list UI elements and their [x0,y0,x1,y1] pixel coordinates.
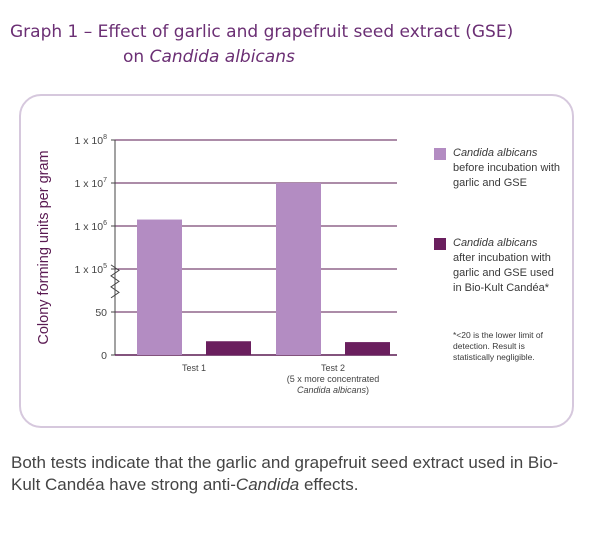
x-tick-sublabel-italic-text-2: Candida albicans [297,385,367,395]
caption-suffix: effects. [299,475,359,494]
legend-label-after: Candida albicans after incubation with g… [453,236,561,296]
title-line-2: on Candida albicans [10,45,513,70]
x-tick-label-1: Test 1 [182,363,206,373]
y-tick-label-4-base: 1 x 10 [74,178,103,190]
bar-after-2 [345,342,390,355]
caption: Both tests indicate that the garlic and … [11,452,571,496]
title-line-2-italic: Candida albicans [149,47,295,67]
y-tick-label-5-base: 1 x 10 [74,135,103,147]
x-tick-sublabel-suffix-2: ) [366,385,369,395]
y-tick-label-1-base: 50 [95,307,107,319]
legend-label-after-italic: Candida albicans [453,237,538,249]
x-tick-sublabel-2: (5 x more concentrated [287,374,380,384]
legend-swatch-after [434,238,446,250]
y-tick-label-2: 1 x 105 [74,263,107,276]
legend-label-before-rest: before incubation with garlic and GSE [453,162,561,189]
y-tick-label-4: 1 x 107 [74,177,107,190]
y-tick-label-3: 1 x 106 [74,220,107,233]
bar-before-1 [137,219,182,355]
x-tick-label-2: Test 2 [321,363,345,373]
legend-swatch-before [434,148,446,160]
y-tick-label-4-exponent: 7 [103,177,107,184]
y-tick-label-0: 0 [101,350,107,362]
legend-label-after-rest: after incubation with garlic and GSE use… [453,252,554,294]
y-tick-label-5-exponent: 8 [103,134,107,141]
caption-prefix: Both tests indicate that the garlic and … [11,453,559,494]
y-tick-label-2-base: 1 x 10 [74,264,103,276]
y-axis-title: Colony forming units per gram [36,150,52,344]
bar-before-2 [276,183,321,355]
y-tick-label-2-exponent: 5 [103,263,107,270]
chart-title: Graph 1 – Effect of garlic and grapefrui… [10,20,513,70]
y-tick-label-0-base: 0 [101,350,107,362]
y-tick-label-1: 50 [95,307,107,319]
y-axis-break [110,264,120,299]
y-tick-label-3-base: 1 x 10 [74,221,103,233]
title-line-1: Graph 1 – Effect of garlic and grapefrui… [10,22,514,42]
title-line-2-prefix: on [123,47,150,67]
bar-after-1 [206,341,251,355]
legend-label-before-italic: Candida albicans [453,147,538,159]
caption-italic: Candida [235,475,300,494]
y-tick-label-5: 1 x 108 [74,134,107,147]
y-tick-label-3-exponent: 6 [103,220,107,227]
x-tick-sublabel-italic-2: Candida albicans) [297,385,369,395]
detection-limit-note: *<20 is the lower limit of detection. Re… [453,330,543,362]
legend-label-before: Candida albicans before incubation with … [453,146,561,191]
